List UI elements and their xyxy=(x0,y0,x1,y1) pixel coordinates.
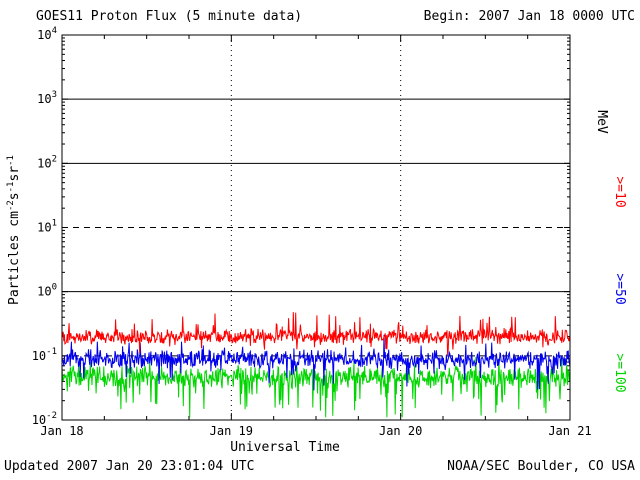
credit-label: NOAA/SEC Boulder, CO USA xyxy=(447,459,635,474)
svg-text:10-2: 10-2 xyxy=(32,411,57,427)
svg-text:10-1: 10-1 xyxy=(32,347,57,363)
series-line-50 xyxy=(62,334,570,391)
right-label-10: >=10 xyxy=(612,176,627,207)
svg-text:100: 100 xyxy=(37,283,57,299)
updated-timestamp: Updated 2007 Jan 20 23:01:04 UTC xyxy=(4,459,255,474)
svg-text:Jan 20: Jan 20 xyxy=(379,424,422,438)
chart-title: GOES11 Proton Flux (5 minute data) xyxy=(36,9,303,24)
svg-text:101: 101 xyxy=(37,219,57,235)
plot-border xyxy=(61,34,571,421)
svg-text:Jan 19: Jan 19 xyxy=(210,424,253,438)
series-line-100 xyxy=(62,356,570,418)
right-label-mev: MeV xyxy=(594,110,609,134)
right-energy-labels: MeV >=10 >=50 >=100 xyxy=(594,110,627,392)
series-line-10 xyxy=(62,312,570,356)
right-label-50: >=50 xyxy=(612,273,627,304)
y-axis-title: Particles cm-2s-1sr-1 xyxy=(5,155,23,305)
svg-text:Jan 18: Jan 18 xyxy=(40,424,83,438)
svg-text:102: 102 xyxy=(37,154,57,170)
x-axis-title: Universal Time xyxy=(230,440,340,455)
right-label-100: >=100 xyxy=(612,353,627,392)
data-series xyxy=(62,312,570,418)
svg-text:103: 103 xyxy=(37,90,57,106)
begin-time-label: Begin: 2007 Jan 18 0000 UTC xyxy=(423,9,635,24)
svg-text:Jan 21: Jan 21 xyxy=(548,424,591,438)
svg-text:104: 104 xyxy=(37,26,57,42)
